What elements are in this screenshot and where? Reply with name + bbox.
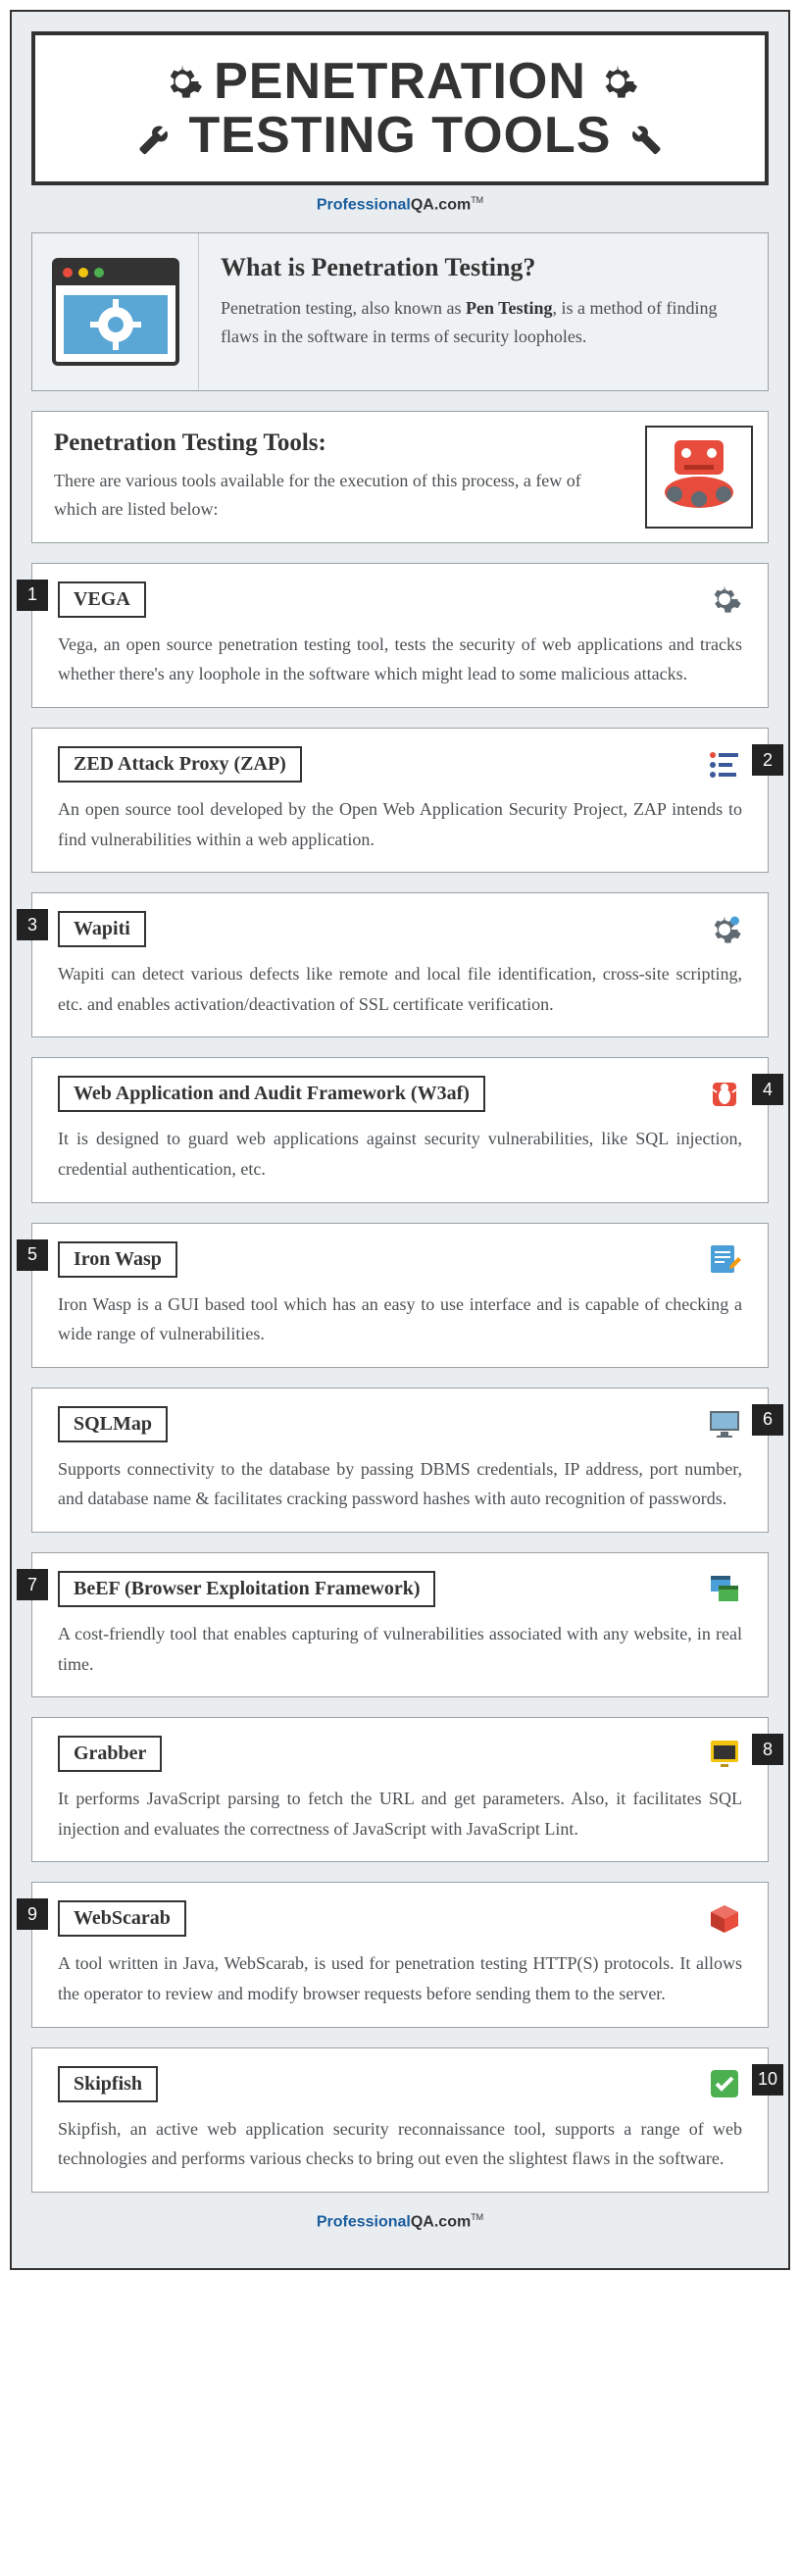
brand-header: ProfessionalQA.comTM xyxy=(31,195,769,214)
tool-number-badge: 9 xyxy=(17,1898,48,1930)
tool-number-badge: 4 xyxy=(752,1074,783,1105)
windows-icon xyxy=(707,1572,742,1607)
tool-name: BeEF (Browser Exploitation Framework) xyxy=(58,1571,435,1607)
gear2-icon xyxy=(707,912,742,947)
tools-intro-text: There are various tools available for th… xyxy=(54,467,609,525)
tool-number-badge: 8 xyxy=(752,1734,783,1765)
page: PENETRATION TESTING TOOLS ProfessionalQA… xyxy=(10,10,790,2270)
tool-item-1: 1 VEGA Vega, an open source penetration … xyxy=(31,563,769,708)
tool-description: It performs JavaScript parsing to fetch … xyxy=(58,1784,742,1844)
wrench-icon xyxy=(621,114,664,157)
tool-number-badge: 6 xyxy=(752,1404,783,1436)
tool-description: An open source tool developed by the Ope… xyxy=(58,794,742,854)
tool-item-10: 10 Skipfish Skipfish, an active web appl… xyxy=(31,2047,769,2193)
tool-item-4: 4 Web Application and Audit Framework (W… xyxy=(31,1057,769,1202)
intro-heading: What is Penetration Testing? xyxy=(221,253,746,282)
tool-description: It is designed to guard web applications… xyxy=(58,1124,742,1184)
title-line1: PENETRATION xyxy=(214,55,586,109)
tool-description: Skipfish, an active web application secu… xyxy=(58,2114,742,2174)
tool-description: Iron Wasp is a GUI based tool which has … xyxy=(58,1289,742,1349)
note-icon xyxy=(707,1241,742,1277)
tool-name: WebScarab xyxy=(58,1900,186,1937)
bars-icon xyxy=(707,747,742,783)
check-icon xyxy=(707,2066,742,2101)
tool-item-8: 8 Grabber It performs JavaScript parsing… xyxy=(31,1717,769,1862)
tool-name: Web Application and Audit Framework (W3a… xyxy=(58,1076,485,1112)
intro-text: Penetration testing, also known as Pen T… xyxy=(221,294,746,352)
box-icon xyxy=(707,1901,742,1937)
tool-number-badge: 1 xyxy=(17,580,48,611)
tool-name: ZED Attack Proxy (ZAP) xyxy=(58,746,302,783)
tools-intro-card: Penetration Testing Tools: There are var… xyxy=(31,411,769,543)
screen-icon xyxy=(707,1737,742,1772)
tool-item-5: 5 Iron Wasp Iron Wasp is a GUI based too… xyxy=(31,1223,769,1368)
tool-name: VEGA xyxy=(58,581,146,618)
tool-number-badge: 5 xyxy=(17,1239,48,1271)
browser-gear-icon xyxy=(32,233,199,390)
tool-name: Skipfish xyxy=(58,2066,158,2102)
tool-name: Iron Wasp xyxy=(58,1241,177,1278)
tool-number-badge: 10 xyxy=(752,2064,783,2096)
tool-item-2: 2 ZED Attack Proxy (ZAP) An open source … xyxy=(31,728,769,873)
tool-description: A cost-friendly tool that enables captur… xyxy=(58,1619,742,1679)
bug-icon xyxy=(707,1077,742,1112)
tool-description: Wapiti can detect various defects like r… xyxy=(58,959,742,1019)
tool-number-badge: 2 xyxy=(752,744,783,776)
tool-number-badge: 3 xyxy=(17,909,48,940)
tool-item-9: 9 WebScarab A tool written in Java, WebS… xyxy=(31,1882,769,2027)
tools-heading: Penetration Testing Tools: xyxy=(54,429,609,457)
tool-name: SQLMap xyxy=(58,1406,168,1442)
gear-icon xyxy=(161,60,204,103)
tool-description: Supports connectivity to the database by… xyxy=(58,1454,742,1514)
brand-footer: ProfessionalQA.comTM xyxy=(31,2212,769,2231)
tool-description: A tool written in Java, WebScarab, is us… xyxy=(58,1948,742,2008)
tool-item-3: 3 Wapiti Wapiti can detect various defec… xyxy=(31,892,769,1037)
tool-item-6: 6 SQLMap Supports connectivity to the da… xyxy=(31,1388,769,1533)
tool-name: Wapiti xyxy=(58,911,146,947)
tool-item-7: 7 BeEF (Browser Exploitation Framework) … xyxy=(31,1552,769,1697)
intro-card: What is Penetration Testing? Penetration… xyxy=(31,232,769,391)
monitor-icon xyxy=(707,1406,742,1441)
tool-description: Vega, an open source penetration testing… xyxy=(58,630,742,689)
robot-icon xyxy=(630,416,768,538)
gear-icon xyxy=(596,60,639,103)
gear-icon xyxy=(707,581,742,617)
title-line2: TESTING TOOLS xyxy=(189,109,612,163)
tool-name: Grabber xyxy=(58,1736,162,1772)
wrench-icon xyxy=(136,114,179,157)
title-box: PENETRATION TESTING TOOLS xyxy=(31,31,769,185)
tool-number-badge: 7 xyxy=(17,1569,48,1600)
